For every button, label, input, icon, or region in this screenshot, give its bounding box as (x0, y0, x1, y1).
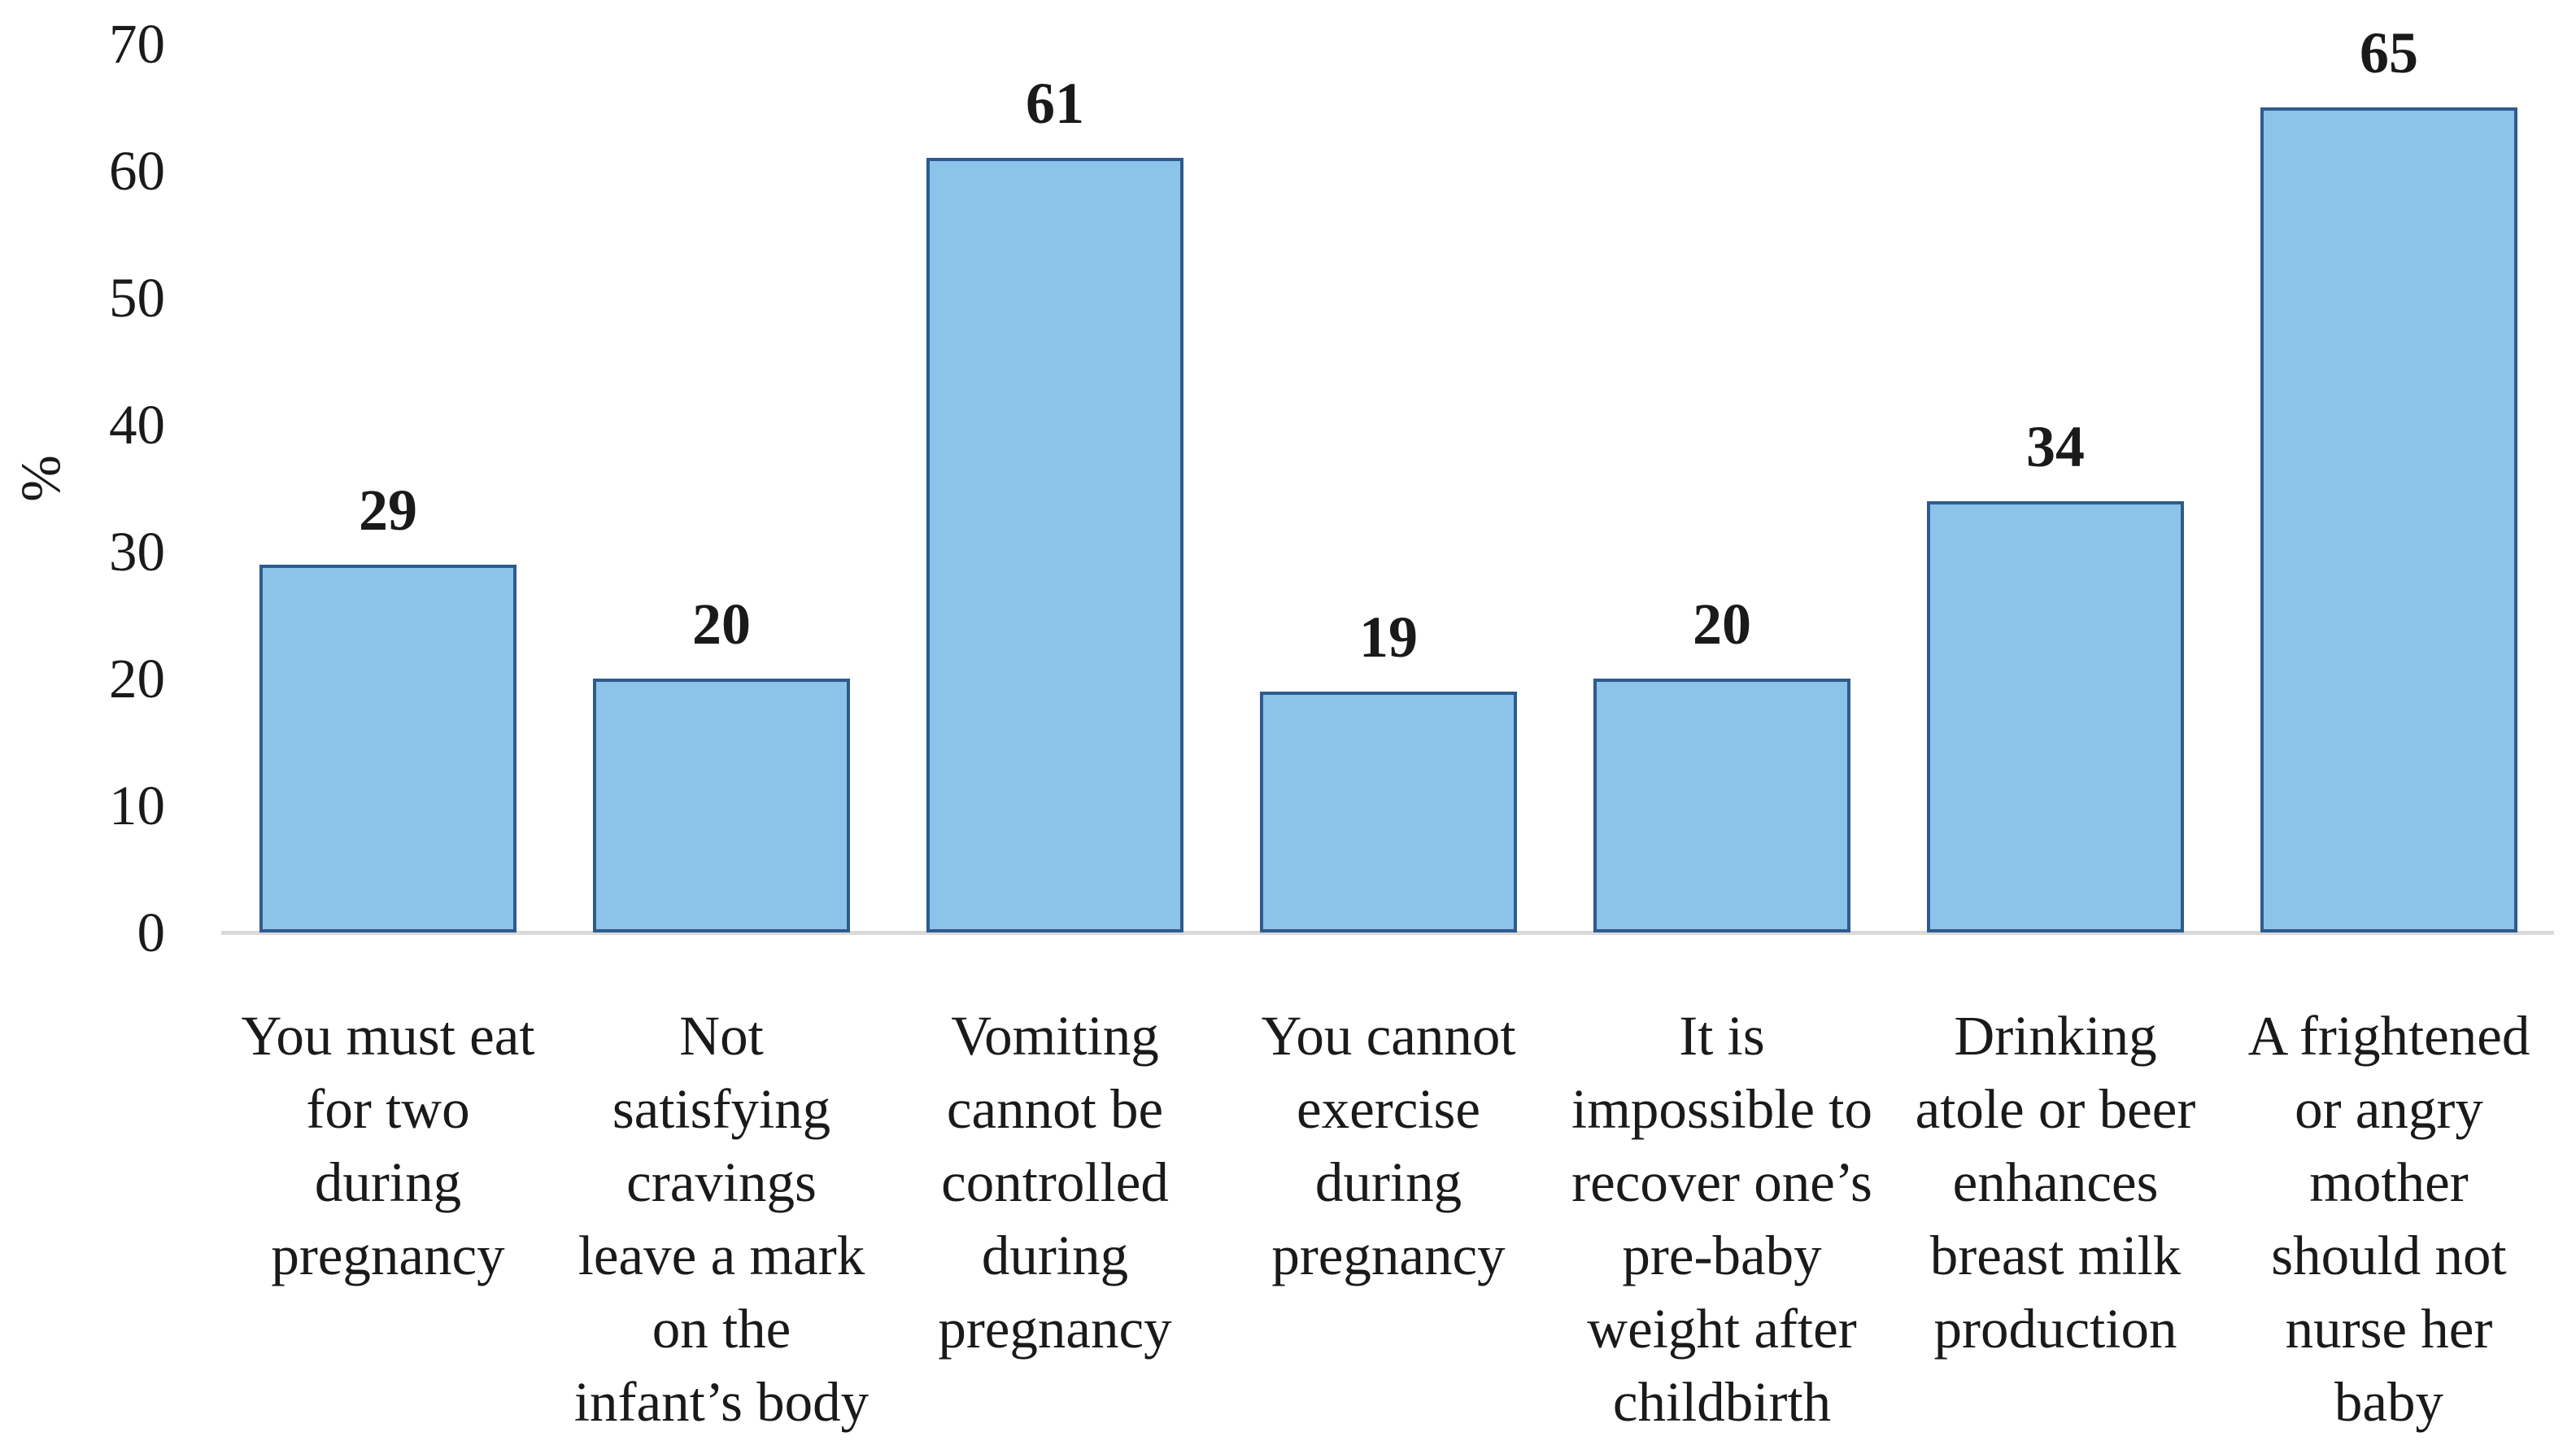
bar-value-label: 29 (359, 477, 417, 543)
x-category-label-line: or angry (2295, 1078, 2483, 1140)
x-category-label-line: leave a mark (578, 1225, 865, 1286)
bar-value-label: 65 (2360, 20, 2418, 85)
bar (2260, 107, 2517, 932)
x-category-label-line: pregnancy (1271, 1225, 1506, 1286)
y-tick-label: 50 (109, 267, 165, 329)
x-category-label-line: on the (652, 1298, 791, 1360)
x-category-label-line: nurse her (2285, 1298, 2493, 1360)
y-tick-label: 70 (109, 13, 165, 75)
x-category-label: You cannot exercise during pregnancy (1197, 999, 1580, 1292)
bar (1260, 691, 1517, 932)
bar-value-label: 34 (2026, 413, 2085, 479)
x-category-label-line: childbirth (1612, 1371, 1832, 1433)
x-category-label-line: production (1933, 1298, 2177, 1360)
x-category-label: Drinking atole or beer enhances breast milk… (1864, 999, 2247, 1365)
bar (1593, 679, 1850, 932)
x-category-label-line: recover one’s (1571, 1151, 1872, 1213)
x-category-label-line: enhances (1952, 1151, 2159, 1213)
bar-value-label: 20 (1693, 592, 1751, 657)
x-category-label-line: for two (306, 1078, 470, 1140)
x-category-label-line: during (314, 1151, 462, 1213)
x-category-label-line: A frightened (2247, 1005, 2530, 1067)
x-category-label: A frightened or angry mother should not nurs… (2198, 999, 2576, 1439)
x-axis-line (221, 931, 2554, 935)
x-category-label-line: Vomiting (951, 1005, 1159, 1067)
y-tick-label: 0 (137, 902, 166, 963)
x-category-label-line: infant’s body (573, 1371, 870, 1433)
bar (593, 679, 850, 932)
x-category-label-line: pregnancy (938, 1298, 1172, 1360)
y-tick-label: 10 (109, 775, 165, 836)
x-category-label-line: during (981, 1225, 1129, 1286)
x-category-label-line: cravings (626, 1151, 817, 1213)
x-category-label-line: exercise (1296, 1078, 1480, 1140)
x-category-label-line: weight after (1587, 1298, 1857, 1360)
x-category-label-line: controlled (941, 1151, 1169, 1213)
bar (1927, 500, 2184, 932)
x-category-label: Vomiting cannot be controlled during pregnan… (864, 999, 1246, 1365)
x-category-label-line: Not (679, 1005, 764, 1067)
y-tick-label: 60 (109, 140, 165, 202)
x-category-label: You must eat for two during pregnancy (197, 999, 579, 1292)
y-axis-title: % (10, 455, 72, 502)
y-tick-label: 30 (109, 521, 165, 583)
x-category-label-line: pregnancy (271, 1225, 505, 1286)
x-category-label-line: pre-baby (1622, 1225, 1822, 1286)
bar (259, 564, 517, 932)
y-tick-label: 20 (109, 648, 165, 710)
bar (926, 158, 1183, 932)
x-category-label-line: should not (2271, 1225, 2507, 1286)
x-category-label-line: atole or beer (1915, 1078, 2196, 1140)
x-category-label-line: You must eat (241, 1005, 535, 1067)
x-category-label: It is impossible to recover one’s pre-baby w… (1531, 999, 1913, 1439)
x-category-label-line: You cannot (1261, 1005, 1516, 1067)
x-category-label-line: mother (2309, 1151, 2469, 1213)
x-category-label-line: Drinking (1954, 1005, 2157, 1067)
x-category-label-line: satisfying (612, 1078, 831, 1140)
x-category-label-line: baby (2334, 1371, 2444, 1433)
x-category-label-line: impossible to (1571, 1078, 1872, 1140)
x-category-label-line: It is (1679, 1005, 1765, 1067)
bar-value-label: 20 (692, 592, 751, 657)
bar-value-label: 61 (1026, 71, 1084, 137)
bar-value-label: 19 (1359, 604, 1418, 670)
x-category-label-line: during (1314, 1151, 1462, 1213)
x-category-label-line: cannot be (946, 1078, 1164, 1140)
x-category-label: Not satisfying cravings leave a mark on the i… (530, 999, 913, 1439)
y-tick-label: 40 (109, 394, 165, 456)
x-category-label-line: breast milk (1929, 1225, 2182, 1286)
